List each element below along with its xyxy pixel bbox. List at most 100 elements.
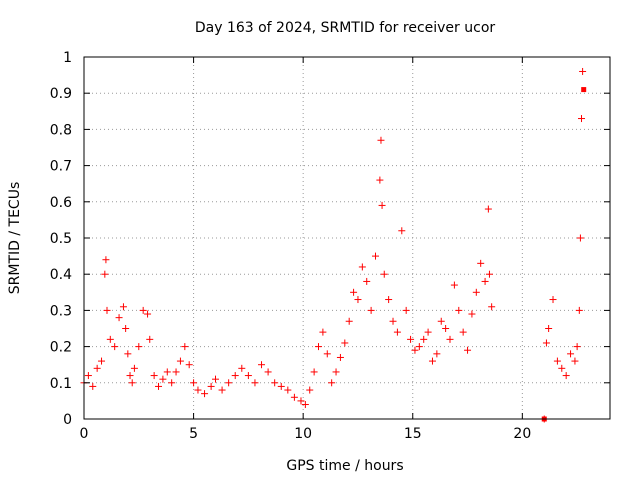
data-point — [106, 335, 114, 343]
data-point — [576, 234, 584, 242]
y-axis-label: SRMTID / TECUs — [7, 182, 23, 295]
y-tick-label: 0.3 — [50, 303, 72, 319]
data-point — [115, 314, 123, 322]
data-point — [290, 393, 298, 401]
data-point — [407, 335, 415, 343]
data-point — [332, 368, 340, 376]
data-point — [238, 364, 246, 372]
data-point — [168, 379, 176, 387]
data-point — [119, 303, 127, 311]
data-point — [377, 136, 385, 144]
x-tick-label: 15 — [404, 426, 422, 442]
data-point — [573, 343, 581, 351]
data-point — [371, 252, 379, 260]
data-point — [225, 379, 233, 387]
data-point — [328, 379, 336, 387]
plot-frame — [83, 56, 611, 420]
y-tick-label: 0.8 — [50, 122, 72, 138]
data-point — [194, 386, 202, 394]
data-point — [472, 288, 480, 296]
data-point — [389, 317, 397, 325]
data-point — [562, 372, 570, 380]
data-point — [488, 303, 496, 311]
data-point — [579, 67, 587, 75]
data-point — [567, 350, 575, 358]
chart-title: Day 163 of 2024, SRMTID for receiver uco… — [195, 20, 496, 36]
y-tick-label: 0.1 — [50, 376, 72, 392]
data-point — [464, 346, 472, 354]
x-tick-label: 20 — [513, 426, 531, 442]
data-point — [341, 339, 349, 347]
data-marks — [80, 67, 587, 423]
data-point — [310, 368, 318, 376]
data-point — [124, 350, 132, 358]
x-tick-label: 0 — [80, 426, 89, 442]
data-point — [135, 343, 143, 351]
axis-ticks — [83, 56, 610, 420]
data-point — [420, 335, 428, 343]
y-tick-label: 0 — [63, 412, 72, 428]
data-point — [450, 281, 458, 289]
data-point — [231, 372, 239, 380]
grid-lines — [84, 57, 610, 419]
data-point — [190, 379, 198, 387]
data-point — [93, 364, 101, 372]
data-point — [172, 368, 180, 376]
y-tick-label: 0.9 — [50, 86, 72, 102]
data-point — [424, 328, 432, 336]
data-point — [415, 343, 423, 351]
data-point — [428, 357, 436, 365]
data-point — [363, 277, 371, 285]
x-tick-label: 5 — [189, 426, 198, 442]
data-point — [103, 306, 111, 314]
data-point — [297, 397, 305, 405]
data-point — [484, 205, 492, 213]
data-point — [150, 372, 158, 380]
data-point — [264, 368, 272, 376]
data-point — [354, 296, 362, 304]
data-point — [446, 335, 454, 343]
data-point — [402, 306, 410, 314]
data-point — [358, 263, 366, 271]
data-point — [578, 115, 586, 123]
y-tick-label: 1 — [63, 50, 72, 66]
data-point — [319, 328, 327, 336]
data-point — [437, 317, 445, 325]
data-point — [101, 270, 109, 278]
x-tick-label: 10 — [294, 426, 312, 442]
y-tick-label: 0.6 — [50, 195, 72, 211]
data-point — [218, 386, 226, 394]
data-point — [155, 382, 163, 390]
data-point — [244, 372, 252, 380]
data-point — [201, 390, 209, 398]
data-point — [376, 176, 384, 184]
data-point — [411, 346, 419, 354]
data-point — [146, 335, 154, 343]
data-point — [176, 357, 184, 365]
data-point — [258, 361, 266, 369]
data-point — [542, 339, 550, 347]
data-point — [207, 382, 215, 390]
data-point — [468, 310, 476, 318]
data-point — [111, 343, 119, 351]
data-point — [159, 375, 167, 383]
data-point — [380, 270, 388, 278]
data-point — [251, 379, 259, 387]
data-point — [398, 227, 406, 235]
data-point — [571, 357, 579, 365]
data-point — [102, 256, 110, 264]
x-tick-labels: 0 5 10 15 20 — [80, 426, 532, 442]
data-point — [433, 350, 441, 358]
data-point — [277, 382, 285, 390]
data-point — [301, 401, 309, 409]
data-point — [139, 306, 147, 314]
data-point — [271, 379, 279, 387]
data-point — [98, 357, 106, 365]
y-tick-label: 0.4 — [50, 267, 72, 283]
data-point — [481, 277, 489, 285]
data-point — [126, 372, 134, 380]
data-point — [306, 386, 314, 394]
data-point — [393, 328, 401, 336]
data-point — [455, 306, 463, 314]
data-point — [345, 317, 353, 325]
